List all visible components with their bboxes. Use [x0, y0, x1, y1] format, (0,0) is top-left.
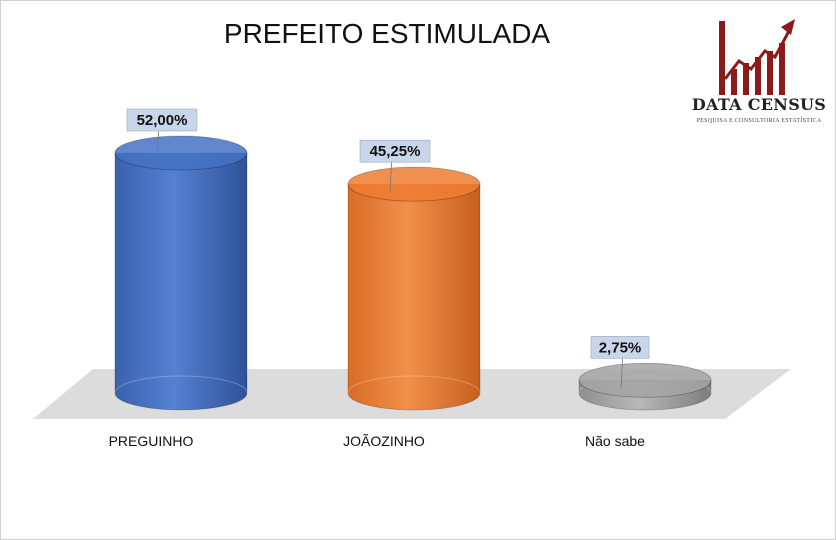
bar-top: [114, 135, 248, 171]
bar-top: [578, 362, 712, 398]
bar-base-edge: [347, 375, 481, 394]
bar-1: 52,00%: [114, 108, 248, 411]
brand-block: DATA CENSUS PESQUISA E CONSULTORIA ESTAT…: [689, 95, 829, 124]
bar-body: [347, 183, 481, 411]
bar-base-edge: [114, 375, 248, 394]
bar-2: 45,25%: [347, 139, 481, 411]
bar-top: [347, 166, 481, 202]
data-label-box: [359, 139, 431, 163]
data-label-box: [590, 336, 650, 359]
category-label: Não sabe: [585, 433, 645, 449]
bar-body: [114, 152, 248, 411]
data-label-box: [126, 108, 198, 132]
bar-3: 2,75%: [578, 336, 712, 411]
category-label: JOÃOZINHO: [343, 433, 425, 449]
chart-title: PREFEITO ESTIMULADA: [224, 18, 551, 49]
data-label: 2,75%: [599, 339, 642, 356]
brand-name: DATA CENSUS: [691, 95, 827, 114]
brand-tagline: PESQUISA E CONSULTORIA ESTATÍSTICA: [696, 118, 822, 124]
data-label: 45,25%: [370, 143, 421, 160]
category-label: PREGUINHO: [109, 433, 194, 449]
data-label: 52,00%: [137, 112, 188, 129]
data-census-logo-icon: [719, 19, 795, 95]
